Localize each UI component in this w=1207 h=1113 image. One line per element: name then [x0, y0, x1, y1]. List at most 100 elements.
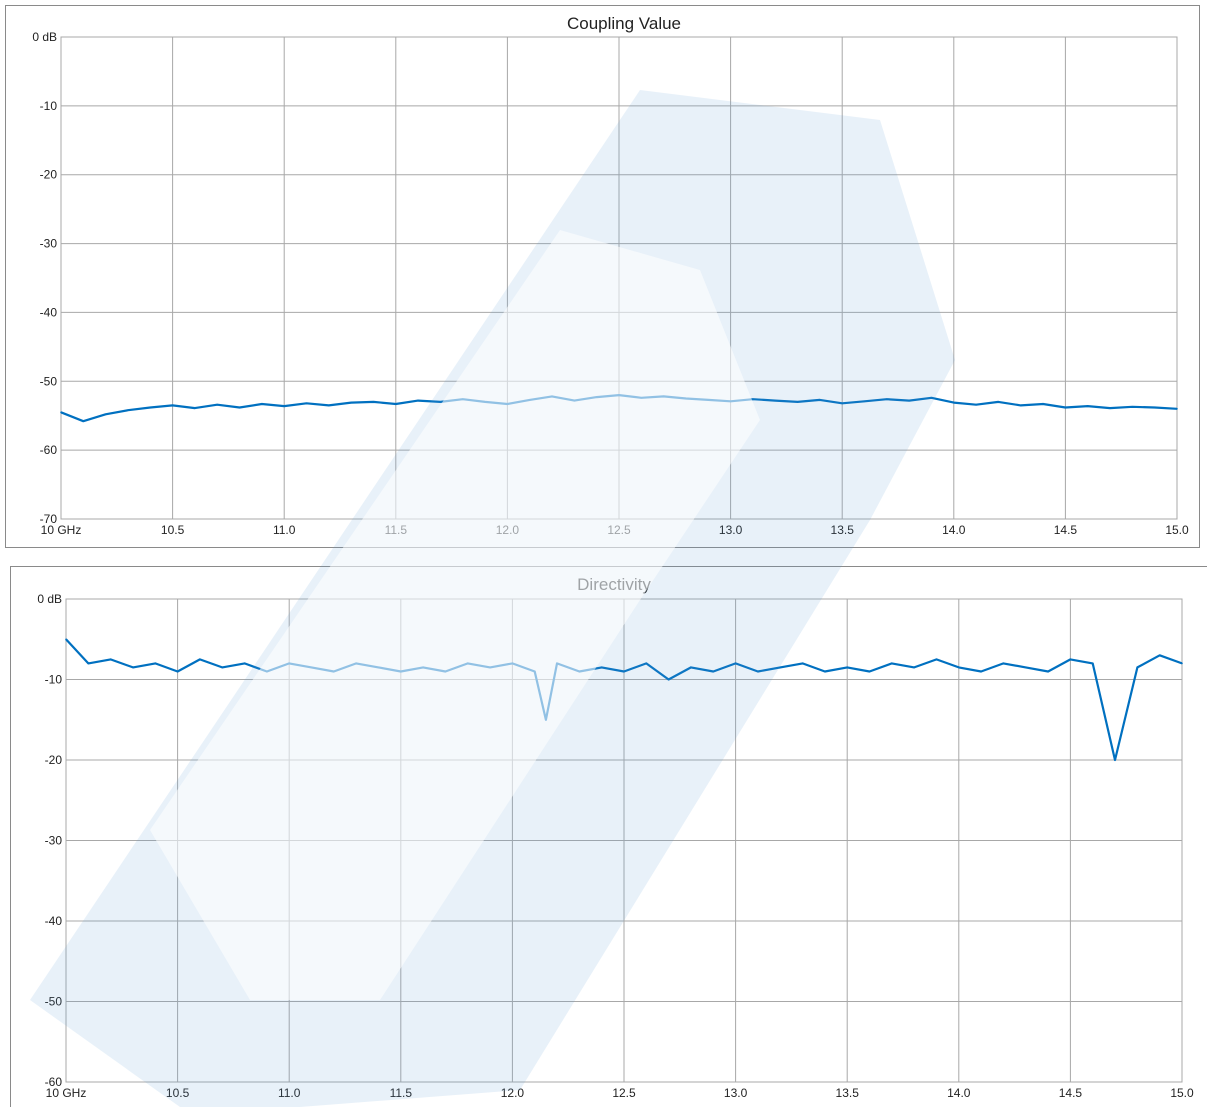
data-point [841, 402, 843, 405]
x-tick-label: 12.0 [496, 523, 520, 537]
data-point [846, 666, 848, 669]
data-point [60, 411, 62, 414]
data-point [819, 399, 821, 401]
data-point [640, 397, 643, 399]
data-point [154, 662, 157, 665]
data-point [87, 662, 90, 665]
x-tick-label: 13.5 [831, 523, 855, 537]
data-point [194, 407, 196, 409]
chart-title: Directivity [577, 575, 651, 594]
data-point [662, 395, 665, 398]
y-tick-label: -30 [40, 237, 58, 251]
data-point [645, 662, 648, 665]
x-tick-label: 14.5 [1059, 1086, 1083, 1100]
data-point [975, 403, 977, 406]
data-point [1109, 407, 1111, 409]
data-point [238, 406, 241, 409]
x-tick-label: 11.0 [273, 523, 296, 537]
x-tick-label: 13.0 [719, 523, 743, 537]
data-point [779, 666, 781, 669]
data-point [913, 666, 915, 669]
y-tick-label: -60 [45, 1075, 63, 1089]
data-point [1069, 658, 1072, 661]
data-point [199, 658, 201, 661]
data-point [439, 401, 442, 403]
coupling-value-chart-svg: Coupling Value 10 GHz 10.5 11.0 11.5 12.0 12.… [32, 14, 1189, 537]
data-point [288, 662, 291, 665]
data-point [734, 662, 737, 665]
data-point [216, 403, 218, 406]
x-tick-label: 11.5 [390, 1086, 413, 1100]
x-tick-label: 12.5 [607, 523, 631, 537]
data-point [1002, 662, 1005, 665]
data-point [712, 670, 715, 673]
data-point [400, 670, 402, 673]
data-point [132, 666, 134, 669]
y-tick-label: 0 dB [37, 592, 62, 606]
data-point [171, 404, 174, 407]
grid [60, 36, 1178, 520]
x-tick-label: 14.0 [947, 1086, 971, 1100]
data-point [551, 395, 553, 398]
data-point [395, 403, 397, 405]
data-point [997, 401, 1000, 403]
data-point [774, 399, 776, 402]
data-point [467, 662, 469, 665]
y-tick-label: -20 [45, 753, 63, 767]
data-point [1176, 408, 1178, 410]
data-point [1153, 406, 1156, 409]
data-point [707, 399, 710, 401]
data-point [506, 403, 509, 405]
data-point [417, 399, 419, 402]
data-point [801, 662, 804, 665]
data-point [261, 403, 263, 405]
data-point [1086, 405, 1089, 407]
data-point [489, 666, 491, 669]
x-tick-label: 13.0 [724, 1086, 748, 1100]
data-point [1181, 662, 1183, 665]
data-point [305, 402, 308, 405]
data-point [729, 400, 732, 403]
x-tick-label: 15.0 [1165, 523, 1189, 537]
data-point [667, 678, 670, 681]
y-tick-label: -10 [45, 673, 63, 687]
data-point [752, 398, 754, 401]
data-point [104, 413, 107, 416]
data-point [595, 396, 598, 398]
data-point [422, 666, 424, 669]
y-tick-label: -70 [40, 512, 58, 526]
data-point [958, 666, 960, 669]
x-tick-label: 10 GHz [46, 1086, 87, 1100]
data-point [462, 398, 464, 401]
data-point [372, 401, 375, 403]
data-point [1042, 403, 1044, 405]
directivity-chart-svg: Directivity 10 GHz 10.5 11.0 11.5 12.0 12.5 13… [37, 575, 1194, 1100]
x-tick-label: 14.0 [942, 523, 966, 537]
data-point [1047, 670, 1049, 673]
data-point [333, 670, 335, 673]
data-point [980, 670, 982, 673]
data-point [578, 670, 581, 673]
data-point [863, 400, 866, 403]
y-tick-label: 0 dB [32, 30, 57, 44]
data-point [444, 670, 447, 673]
x-tick-label: 11.5 [385, 523, 408, 537]
data-point [1114, 759, 1116, 761]
data-point [82, 420, 85, 423]
data-point [350, 401, 353, 404]
x-tick-label: 14.5 [1054, 523, 1078, 537]
y-tick-label: -40 [45, 914, 63, 928]
y-tick-label: -10 [40, 99, 58, 113]
data-point [891, 662, 893, 665]
data-point [528, 399, 531, 401]
data-point [757, 670, 759, 673]
x-tick-label: 15.0 [1170, 1086, 1194, 1100]
data-point [600, 666, 603, 669]
data-point [1158, 654, 1161, 657]
x-tick-label: 11.0 [278, 1086, 301, 1100]
data-point [824, 670, 826, 673]
data-point [176, 670, 179, 673]
data-point [1136, 666, 1139, 669]
data-point [1025, 666, 1027, 669]
data-point [484, 401, 486, 403]
